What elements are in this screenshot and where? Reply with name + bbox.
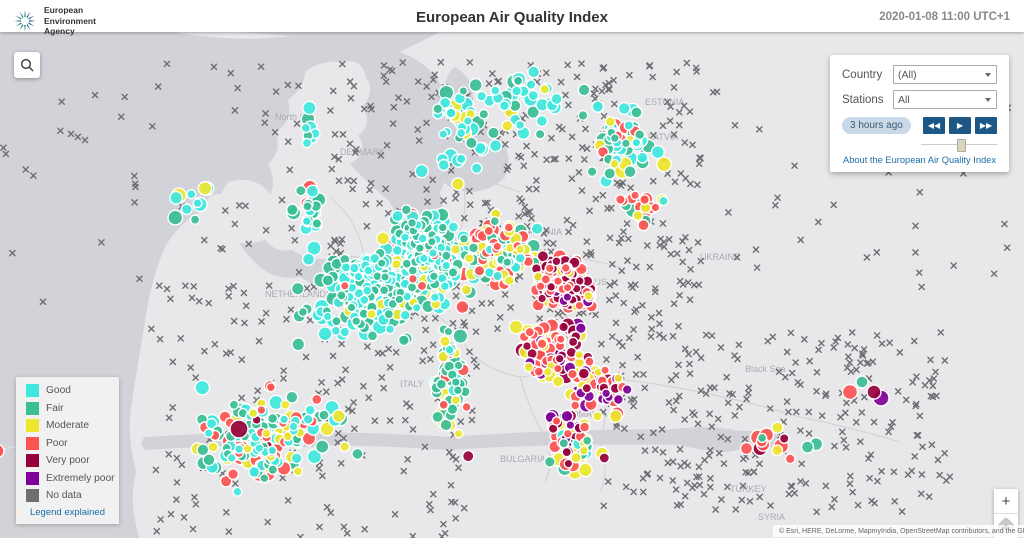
svg-text:BULGARIA: BULGARIA — [500, 454, 546, 464]
svg-text:SYRIA: SYRIA — [758, 512, 785, 522]
svg-text:TURKEY: TURKEY — [730, 484, 767, 494]
svg-text:DENMARK: DENMARK — [340, 147, 385, 157]
svg-text:ESTONIA: ESTONIA — [645, 97, 684, 107]
svg-text:ITALY: ITALY — [400, 379, 424, 389]
svg-text:UKRAINE: UKRAINE — [700, 252, 740, 262]
